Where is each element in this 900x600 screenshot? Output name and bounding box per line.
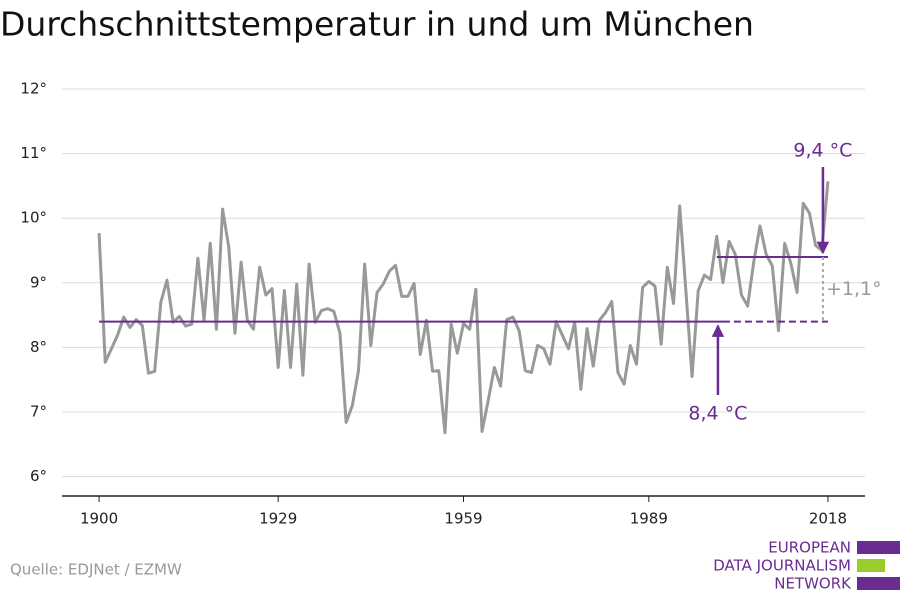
data-line xyxy=(97,181,830,435)
logo: EUROPEAN DATA JOURNALISM NETWORK xyxy=(713,539,900,593)
x-tick-label: 1959 xyxy=(444,510,482,528)
source: Quelle: EDJNet / EZMW xyxy=(10,561,182,579)
y-tick-label: 8° xyxy=(30,338,47,356)
y-tick-label: 12° xyxy=(20,79,47,97)
y-tick-label: 7° xyxy=(30,403,47,421)
logo-text: EUROPEAN xyxy=(768,539,851,557)
x-tick-label: 1900 xyxy=(80,510,118,528)
logo-text: NETWORK xyxy=(774,575,852,593)
y-tick-label: 11° xyxy=(20,144,47,162)
annotation-label: 8,4 °C xyxy=(688,403,747,425)
y-tick-label: 10° xyxy=(20,209,47,227)
x-tick-label: 1989 xyxy=(630,510,668,528)
x-tick-label: 1929 xyxy=(259,510,297,528)
y-tick-label: 6° xyxy=(30,467,47,485)
logo-bar xyxy=(857,541,900,554)
annotation-label: 9,4 °C xyxy=(793,140,852,162)
x-tick-label: 2018 xyxy=(809,510,847,528)
chart-title: Durchschnittstemperatur in und um Münche… xyxy=(0,5,754,44)
logo-bar xyxy=(857,577,900,590)
logo-text: DATA JOURNALISM xyxy=(713,557,851,575)
difference-label: +1,1° xyxy=(826,278,882,300)
logo-bar xyxy=(857,559,885,572)
y-tick-label: 9° xyxy=(30,273,47,291)
